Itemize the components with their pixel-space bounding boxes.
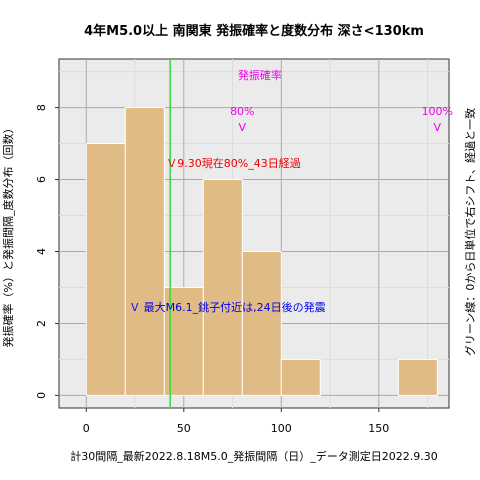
probability-title: 発振確率 [238, 68, 282, 82]
right-side-label: グリーン線：0から日単位で右シフト、経過と一致 [463, 108, 477, 356]
histogram-bar [280, 358, 321, 396]
y-tick-label: 6 [35, 176, 48, 183]
y-tick-label: 8 [35, 104, 48, 111]
probability-label: 100% [422, 105, 453, 118]
max-event-label: Ｖ 最大M6.1_銚子付近は,24日後の発震 [129, 300, 325, 314]
y-tick-label: 0 [35, 392, 48, 399]
probability-label: 80% [230, 105, 254, 118]
x-tick-label: 150 [368, 422, 389, 435]
y-axis-label: 発振確率（%）と発振間隔_度数分布（回数） [1, 123, 15, 348]
current-status-label: Ｖ9.30現在80%_43日経過 [166, 157, 300, 170]
probability-marker: V [434, 121, 442, 134]
x-tick-label: 50 [177, 422, 191, 435]
histogram-bar [241, 250, 282, 396]
y-tick-label: 2 [35, 320, 48, 327]
histogram-bar [85, 143, 126, 396]
histogram-bar [202, 179, 243, 396]
x-tick-label: 0 [83, 422, 90, 435]
y-tick-label: 4 [35, 248, 48, 255]
histogram-bar [124, 107, 165, 396]
histogram-bar [397, 358, 438, 396]
x-tick-label: 100 [271, 422, 292, 435]
chart-title: 4年M5.0以上 南関東 発振確率と度数分布 深さ<130km [84, 23, 424, 39]
probability-marker: V [239, 121, 247, 134]
x-axis-label: 計30間隔_最新2022.8.18M5.0_発振間隔（日）_データ測定日2022… [70, 449, 437, 463]
